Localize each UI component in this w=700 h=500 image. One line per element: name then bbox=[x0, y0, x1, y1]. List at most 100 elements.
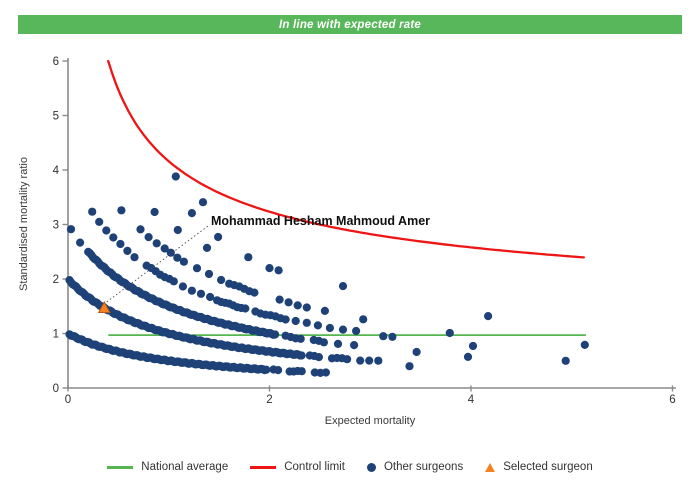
surgeon-dot[interactable] bbox=[166, 248, 175, 257]
surgeon-dot[interactable] bbox=[405, 362, 414, 371]
surgeon-dot[interactable] bbox=[484, 312, 493, 321]
surgeon-dot[interactable] bbox=[217, 275, 226, 285]
surgeon-dot[interactable] bbox=[580, 340, 589, 349]
surgeon-dot[interactable] bbox=[187, 209, 196, 218]
surgeon-dot[interactable] bbox=[275, 295, 284, 304]
legend-item-selected-surgeon: Selected surgeon bbox=[485, 461, 593, 473]
surgeon-dot[interactable] bbox=[173, 225, 182, 235]
surgeon-dot[interactable] bbox=[95, 217, 104, 226]
surgeon-dot[interactable] bbox=[463, 352, 473, 361]
surgeon-dot[interactable] bbox=[123, 246, 132, 255]
surgeon-dot[interactable] bbox=[202, 243, 212, 252]
surgeon-dot[interactable] bbox=[468, 341, 478, 351]
selected-surgeon-triangle-icon[interactable] bbox=[97, 301, 111, 313]
surgeon-dot[interactable] bbox=[116, 239, 125, 249]
surgeon-dot[interactable] bbox=[152, 239, 161, 248]
legend-item-control-limit: Control limit bbox=[250, 461, 345, 473]
svg-text:3: 3 bbox=[53, 220, 59, 232]
surgeon-dot[interactable] bbox=[198, 198, 208, 207]
svg-text:6: 6 bbox=[669, 394, 675, 406]
surgeon-dot[interactable] bbox=[343, 355, 352, 364]
surgeon-dot[interactable] bbox=[204, 269, 214, 279]
surgeon-dot[interactable] bbox=[356, 356, 365, 365]
surgeon-dot[interactable] bbox=[445, 328, 454, 338]
status-banner-text: In line with expected rate bbox=[279, 18, 421, 31]
surgeon-dot[interactable] bbox=[284, 298, 293, 307]
surgeon-dot[interactable] bbox=[109, 233, 118, 242]
surgeon-dot[interactable] bbox=[297, 367, 306, 376]
legend-label: Selected surgeon bbox=[503, 461, 593, 473]
surgeon-dot[interactable] bbox=[302, 318, 311, 327]
x-axis-title: Expected mortality bbox=[324, 415, 416, 427]
surgeon-dot[interactable] bbox=[88, 207, 97, 216]
surgeon-dot[interactable] bbox=[325, 323, 334, 333]
surgeon-dot[interactable] bbox=[302, 303, 311, 312]
surgeon-dot[interactable] bbox=[173, 253, 182, 262]
surgeon-dot[interactable] bbox=[171, 172, 180, 181]
surgeon-dot[interactable] bbox=[150, 207, 159, 217]
orange-triangle-swatch-icon bbox=[485, 462, 496, 472]
surgeon-dot[interactable] bbox=[265, 264, 274, 273]
svg-text:0: 0 bbox=[53, 383, 59, 395]
surgeon-dot[interactable] bbox=[374, 356, 383, 365]
other-surgeons-dots[interactable] bbox=[65, 172, 589, 377]
surgeon-dot[interactable] bbox=[76, 238, 85, 247]
status-banner: In line with expected rate bbox=[18, 15, 682, 34]
surgeon-dot[interactable] bbox=[314, 353, 323, 362]
surgeon-dot[interactable] bbox=[297, 351, 306, 360]
surgeon-dot[interactable] bbox=[130, 253, 139, 262]
surgeon-dot[interactable] bbox=[359, 315, 368, 324]
surgeon-dot[interactable] bbox=[352, 326, 361, 336]
surgeon-dot[interactable] bbox=[291, 316, 300, 326]
svg-text:2: 2 bbox=[266, 394, 272, 406]
surgeon-dot[interactable] bbox=[274, 366, 283, 375]
surgeon-dot[interactable] bbox=[350, 341, 359, 350]
surgeon-dot[interactable] bbox=[179, 257, 188, 266]
svg-text:0: 0 bbox=[65, 394, 71, 406]
surgeon-dot[interactable] bbox=[196, 289, 206, 298]
surgeon-dot[interactable] bbox=[262, 365, 271, 374]
annotation-leader-line bbox=[106, 225, 209, 303]
surgeon-dot[interactable] bbox=[561, 356, 570, 365]
surgeon-dot[interactable] bbox=[320, 306, 329, 315]
surgeon-dot[interactable] bbox=[281, 315, 290, 324]
surgeon-dot[interactable] bbox=[206, 292, 215, 302]
legend-label: Other surgeons bbox=[383, 461, 464, 473]
svg-text:2: 2 bbox=[53, 274, 59, 286]
surgeon-dot[interactable] bbox=[102, 226, 111, 235]
surgeon-dot[interactable] bbox=[117, 206, 126, 215]
surgeon-dot[interactable] bbox=[293, 301, 302, 310]
surgeon-dot[interactable] bbox=[338, 282, 348, 291]
surgeon-dot[interactable] bbox=[365, 356, 374, 365]
surgeon-dot[interactable] bbox=[160, 244, 169, 253]
legend-label: National average bbox=[141, 461, 229, 473]
legend-item-other-surgeons: Other surgeons bbox=[366, 461, 464, 473]
surgeon-dot[interactable] bbox=[66, 225, 76, 234]
red-line-swatch-icon bbox=[250, 465, 277, 469]
surgeon-dot[interactable] bbox=[274, 266, 283, 275]
surgeon-dot[interactable] bbox=[241, 304, 250, 313]
selected-surgeon-marker[interactable] bbox=[97, 301, 111, 313]
surgeon-dot[interactable] bbox=[187, 286, 196, 295]
surgeon-dot[interactable] bbox=[136, 225, 145, 234]
surgeon-dot[interactable] bbox=[169, 277, 178, 286]
surgeon-dot[interactable] bbox=[250, 288, 259, 297]
surgeon-dot[interactable] bbox=[178, 282, 187, 291]
surgeon-dot[interactable] bbox=[214, 232, 223, 242]
surgeon-dot[interactable] bbox=[192, 264, 202, 273]
surgeon-dot[interactable] bbox=[313, 321, 322, 330]
chart-legend: National average Control limit Other sur… bbox=[0, 461, 700, 473]
surgeon-dot[interactable] bbox=[244, 253, 253, 262]
surgeon-dot[interactable] bbox=[333, 339, 343, 348]
surgeon-dot[interactable] bbox=[321, 368, 330, 377]
surgeon-dot[interactable] bbox=[271, 330, 280, 339]
surgeon-dot[interactable] bbox=[296, 334, 305, 343]
surgeon-dot[interactable] bbox=[319, 338, 328, 347]
surgeon-dot[interactable] bbox=[379, 332, 388, 341]
surgeon-dot[interactable] bbox=[388, 332, 397, 341]
legend-label: Control limit bbox=[284, 461, 345, 473]
surgeon-dot[interactable] bbox=[338, 325, 348, 334]
surgeon-dot[interactable] bbox=[144, 233, 153, 242]
surgeon-dot[interactable] bbox=[412, 347, 421, 357]
